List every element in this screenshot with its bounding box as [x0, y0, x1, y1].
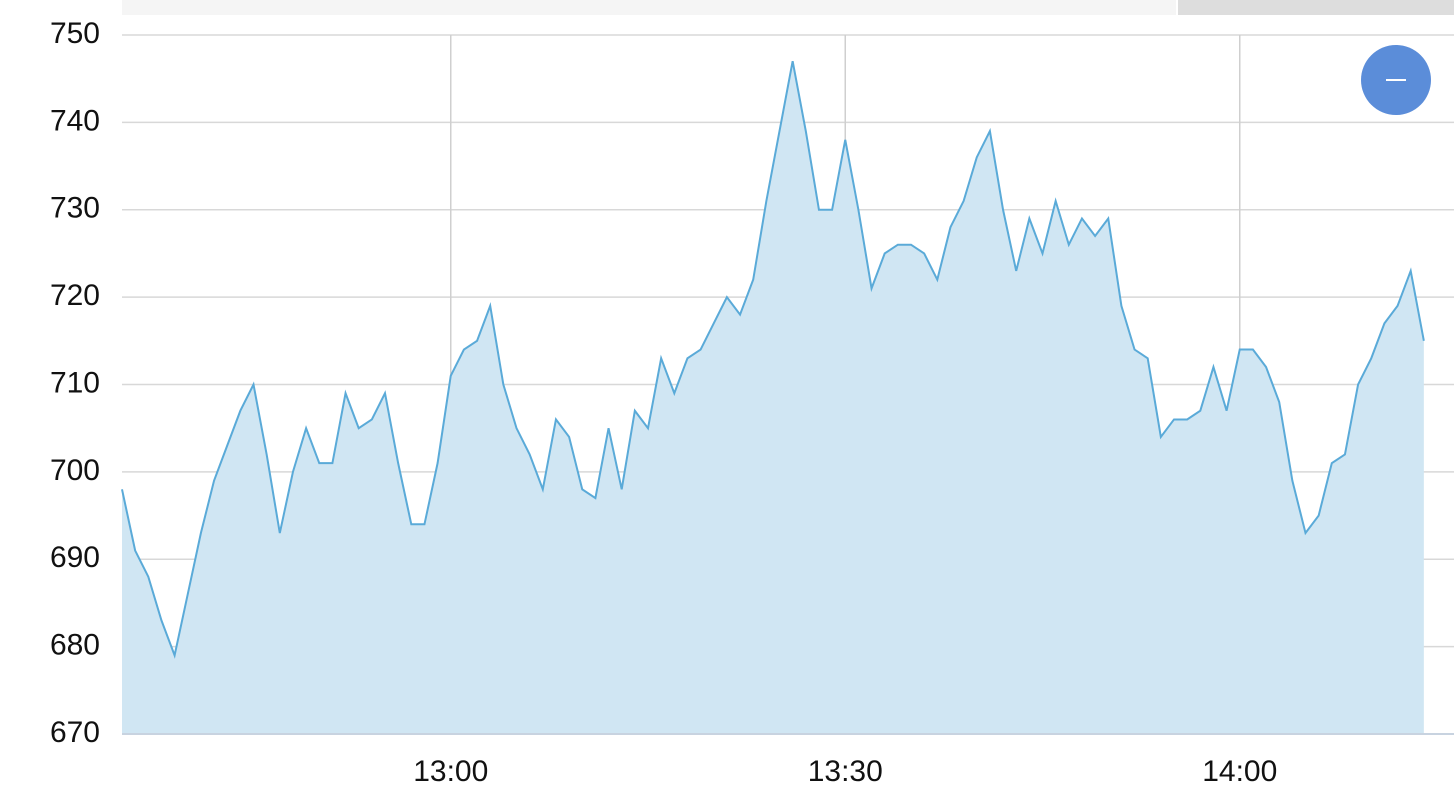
area — [122, 61, 1424, 734]
y-tick-label: 670 — [50, 716, 100, 749]
navigator — [122, 0, 1176, 15]
y-tick-label: 720 — [50, 279, 100, 312]
navigator-handle — [1178, 0, 1454, 15]
plot-area: 670 680 690 700 710 720 730 740 750 13:00 13:30 14:… — [50, 17, 1454, 788]
y-tick-label: 690 — [50, 541, 100, 574]
x-tick-label: 14:00 — [1202, 755, 1277, 788]
y-tick-label: 740 — [50, 104, 100, 137]
line — [121, 61, 1425, 659]
x-tick-label: 13:30 — [808, 755, 883, 788]
y-tick-label: 700 — [50, 454, 100, 487]
y-tick-label: 730 — [50, 192, 100, 225]
zoom-out-button[interactable] — [1361, 45, 1431, 115]
y-tick-label: 710 — [50, 366, 100, 399]
y-tick-label: 680 — [50, 629, 100, 662]
y-tick-label: 750 — [50, 17, 100, 50]
x-tick-label: 13:00 — [413, 755, 488, 788]
